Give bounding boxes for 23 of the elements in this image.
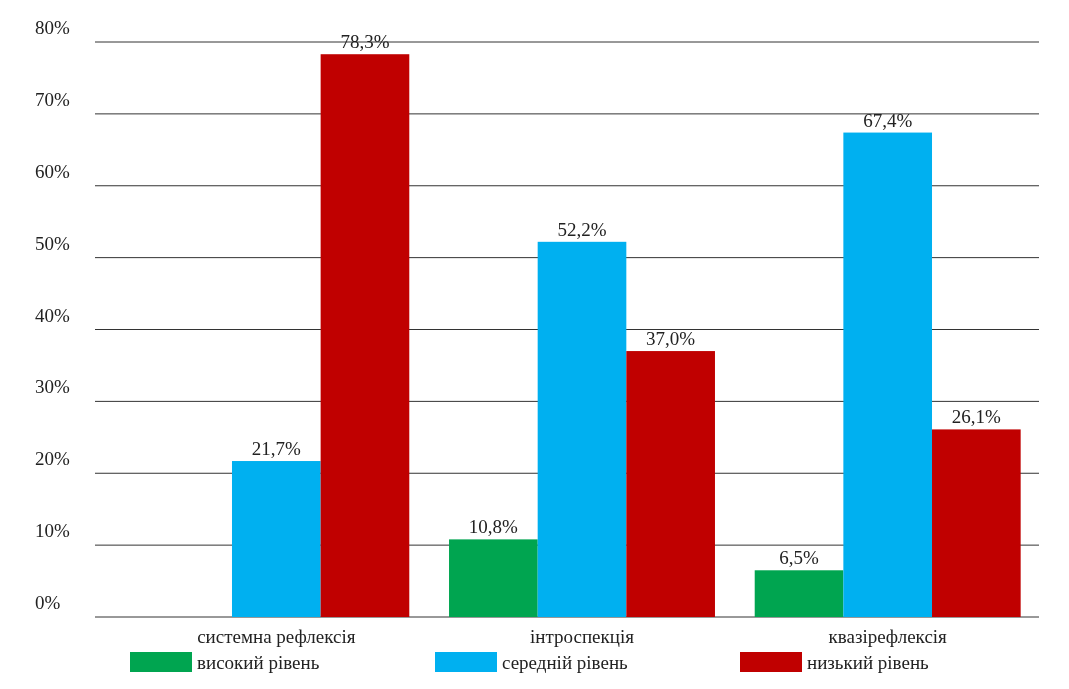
legend-label: низький рівень xyxy=(807,652,930,673)
x-tick-label: квазірефлексія xyxy=(828,626,948,647)
legend-label: високий рівень xyxy=(197,652,320,673)
data-label: 67,4% xyxy=(863,109,913,131)
data-label: 21,7% xyxy=(251,438,302,460)
y-tick-label: 30% xyxy=(35,376,70,398)
y-tick-label: 0% xyxy=(35,592,61,613)
data-label: 52,2% xyxy=(557,218,607,240)
y-tick-label: 70% xyxy=(35,88,70,110)
data-label: 10,8% xyxy=(468,516,519,538)
data-label: 78,3% xyxy=(340,31,390,53)
y-tick-label: 50% xyxy=(35,232,70,254)
x-tick-label: системна рефлексія xyxy=(197,626,356,647)
data-label: 6,5% xyxy=(779,547,819,569)
y-tick-label: 80% xyxy=(35,17,70,38)
x-tick-label: інтроспекція xyxy=(530,626,635,647)
y-tick-label: 20% xyxy=(35,448,70,470)
data-label: 37,0% xyxy=(646,328,696,350)
y-tick-label: 60% xyxy=(35,160,70,182)
y-tick-label: 40% xyxy=(35,304,70,326)
y-tick-label: 10% xyxy=(35,520,70,542)
data-label: 26,1% xyxy=(951,406,1002,428)
legend-label: середній рівень xyxy=(502,652,629,673)
